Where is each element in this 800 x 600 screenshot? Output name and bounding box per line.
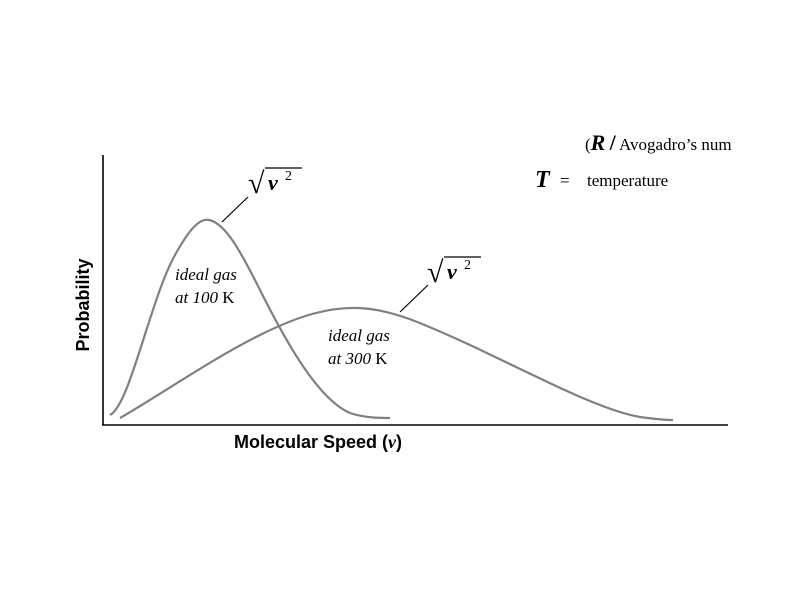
curve-100k (109, 218, 391, 420)
equals: = (560, 171, 570, 190)
sqrt-sign: √ (248, 167, 265, 200)
rms-symbol: v (268, 170, 278, 195)
r-symbol: R (590, 130, 606, 155)
curve-label: ideal gas (328, 326, 390, 345)
rms-symbol: v (447, 259, 457, 284)
rms-exponent: 2 (285, 169, 292, 184)
paren: ( (585, 135, 591, 154)
slash: / (609, 130, 617, 155)
label-text: at 100 (175, 288, 218, 307)
x-label-close: ) (396, 432, 402, 452)
r-text: Avogadro’s num (619, 135, 732, 154)
rms-label: √ v 2 (248, 167, 302, 200)
rms-exponent: 2 (464, 258, 471, 273)
label-text: at 300 (328, 349, 371, 368)
rms-label: √ v 2 (427, 256, 481, 289)
pointer (399, 284, 429, 313)
t-symbol: T (535, 167, 551, 193)
x-label-text: Molecular Speed ( (234, 432, 388, 452)
label-unit: K (375, 349, 388, 368)
label-unit: K (222, 288, 235, 307)
curve-label: ideal gas (175, 265, 237, 284)
x-axis-label: Molecular Speed (v) (234, 432, 402, 452)
sqrt-sign: √ (427, 256, 444, 289)
x-label-var: v (388, 432, 397, 452)
y-axis-label: Probability (73, 258, 93, 351)
curve-300k (119, 306, 674, 422)
legend-r: (R / Avogadro’s num (585, 130, 732, 155)
curve-label: at 300 K (328, 349, 388, 368)
pointer (221, 196, 249, 223)
t-text: temperature (587, 171, 668, 190)
curve-label: at 100 K (175, 288, 235, 307)
